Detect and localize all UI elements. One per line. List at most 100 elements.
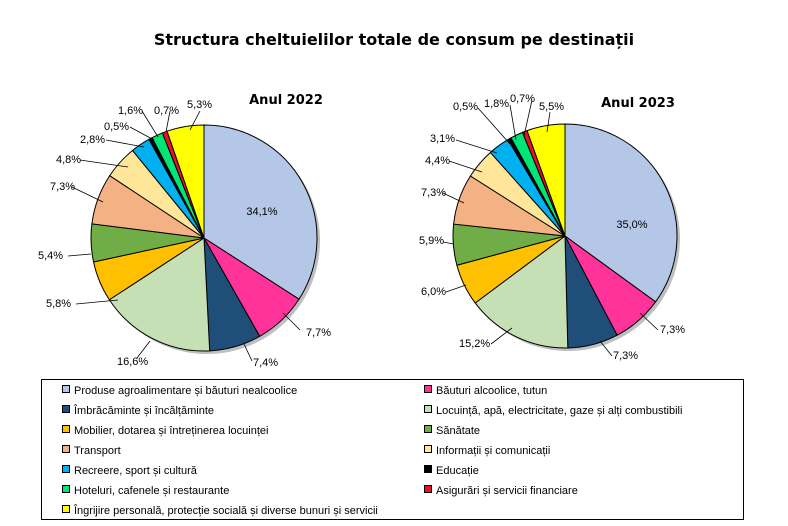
data-label: 7,3% (613, 350, 638, 362)
data-label: 6,0% (421, 286, 446, 298)
legend-item: Recreere, sport și cultură (62, 464, 197, 478)
data-label: 7,4% (253, 357, 278, 369)
legend-swatch (62, 465, 70, 473)
leader-line (141, 110, 159, 138)
pie-slice (166, 124, 205, 239)
leader-line (75, 299, 119, 305)
data-label: 5,5% (539, 101, 564, 113)
legend-item: Mobilier, dotarea și întreținerea locuin… (62, 424, 268, 438)
legend-item: Informații și comunicații (424, 444, 550, 458)
data-label: 0,5% (104, 121, 129, 133)
data-label: 3,1% (430, 133, 455, 145)
legend-label: Mobilier, dotarea și întreținerea locuin… (74, 425, 269, 437)
leader-line (442, 192, 465, 204)
legend-item: Sănătate (424, 424, 480, 438)
legend-item: Îmbrăcăminte și încălțăminte (62, 404, 214, 418)
legend-label: Îngrijire personală, protecție socială ș… (74, 505, 378, 517)
leader-line (455, 139, 498, 154)
leader-line (639, 312, 659, 331)
pie-charts: Anul 2022 34,1% 7,7% 7,4% 16,6% 5,8% 5,4% 7,3% 4… (38, 93, 685, 369)
data-label: 5,8% (46, 298, 71, 310)
data-label: 5,4% (38, 250, 63, 262)
leader-line (71, 186, 104, 203)
data-label: 7,3% (421, 187, 446, 199)
legend-swatch (424, 445, 432, 453)
legend-label: Asigurări și servicii financiare (436, 485, 578, 497)
legend-swatch (62, 385, 70, 393)
legend-swatch (424, 485, 432, 493)
legend-swatch (62, 405, 70, 413)
pie-slice (526, 123, 566, 237)
legend-swatch (424, 385, 432, 393)
pie-slice (564, 123, 678, 303)
data-label: 35,0% (616, 219, 647, 231)
data-label: 4,8% (56, 154, 81, 166)
leader-line (243, 343, 253, 362)
leader-line (165, 110, 171, 133)
legend-swatch (62, 505, 70, 513)
legend-swatch (424, 425, 432, 433)
pie-1: Anul 2023 35,0% 7,3% 7,3% 15,2% 6,0% 5,9% 7,3% 4… (419, 93, 685, 362)
leader-line (490, 327, 513, 345)
data-label: 7,3% (660, 324, 685, 336)
legend-swatch (62, 485, 70, 493)
legend-item: Îngrijire personală, protecție socială ș… (62, 504, 378, 518)
pie-slice (474, 235, 569, 349)
data-label: 0,5% (453, 101, 478, 113)
legend-label: Locuință, apă, electricitate, gaze și al… (436, 405, 683, 417)
legend-swatch (62, 425, 70, 433)
legend-label: Recreere, sport și cultură (74, 465, 197, 477)
data-label: 0,7% (510, 93, 535, 105)
leader-line (282, 312, 301, 331)
legend-label: Hoteluri, cafenele și restaurante (74, 485, 230, 497)
legend-swatch (424, 405, 432, 413)
data-label: 7,3% (50, 181, 75, 193)
legend-label: Transport (74, 445, 121, 457)
legend-item: Produse agroalimentare și băuturi nealco… (62, 384, 297, 398)
data-label: 4,4% (425, 155, 450, 167)
legend-item: Asigurări și servicii financiare (424, 484, 578, 498)
data-label: 7,7% (306, 327, 331, 339)
data-label: 34,1% (246, 206, 277, 218)
data-label: 0,7% (154, 105, 179, 117)
pie-title: Anul 2022 (249, 93, 323, 108)
leader-line (442, 241, 455, 245)
data-label: 5,9% (419, 235, 444, 247)
chart-title: Structura cheltuielilor totale de consum… (153, 30, 635, 49)
pie-title: Anul 2023 (601, 96, 675, 111)
legend: Produse agroalimentare și băuturi nealco… (41, 379, 744, 520)
leader-line (523, 99, 533, 137)
leader-line (509, 104, 517, 141)
pie-slice (108, 237, 211, 352)
leader-line (129, 126, 155, 141)
legend-label: Îmbrăcăminte și încălțăminte (74, 405, 214, 417)
legend-item: Transport (62, 444, 121, 458)
leader-line (477, 107, 511, 145)
leader-line (546, 111, 551, 133)
legend-item: Hoteluri, cafenele și restaurante (62, 484, 229, 498)
legend-item: Locuință, apă, electricitate, gaze și al… (424, 404, 682, 418)
legend-swatch (424, 465, 432, 473)
legend-item: Educație (424, 464, 479, 478)
legend-label: Băuturi alcoolice, tutun (436, 385, 548, 397)
pie-0: Anul 2022 34,1% 7,7% 7,4% 16,6% 5,8% 5,4% 7,3% 4… (38, 93, 331, 369)
legend-label: Sănătate (436, 425, 481, 437)
leader-line (445, 284, 467, 293)
data-label: 1,8% (484, 98, 509, 110)
leader-line (79, 159, 129, 168)
data-label: 5,3% (187, 99, 212, 111)
data-label: 16,6% (117, 356, 148, 368)
leader-line (448, 160, 483, 173)
data-label: 15,2% (459, 338, 490, 350)
leader-line (105, 139, 145, 148)
leader-line (67, 253, 92, 257)
legend-item: Băuturi alcoolice, tutun (424, 384, 547, 398)
data-label: 1,6% (118, 105, 143, 117)
data-label: 2,8% (80, 134, 105, 146)
leader-line (599, 340, 613, 357)
legend-label: Produse agroalimentare și băuturi nealco… (74, 385, 298, 397)
leader-line (189, 110, 201, 131)
legend-swatch (62, 445, 70, 453)
leader-line (136, 340, 151, 359)
legend-label: Informații și comunicații (436, 445, 551, 457)
